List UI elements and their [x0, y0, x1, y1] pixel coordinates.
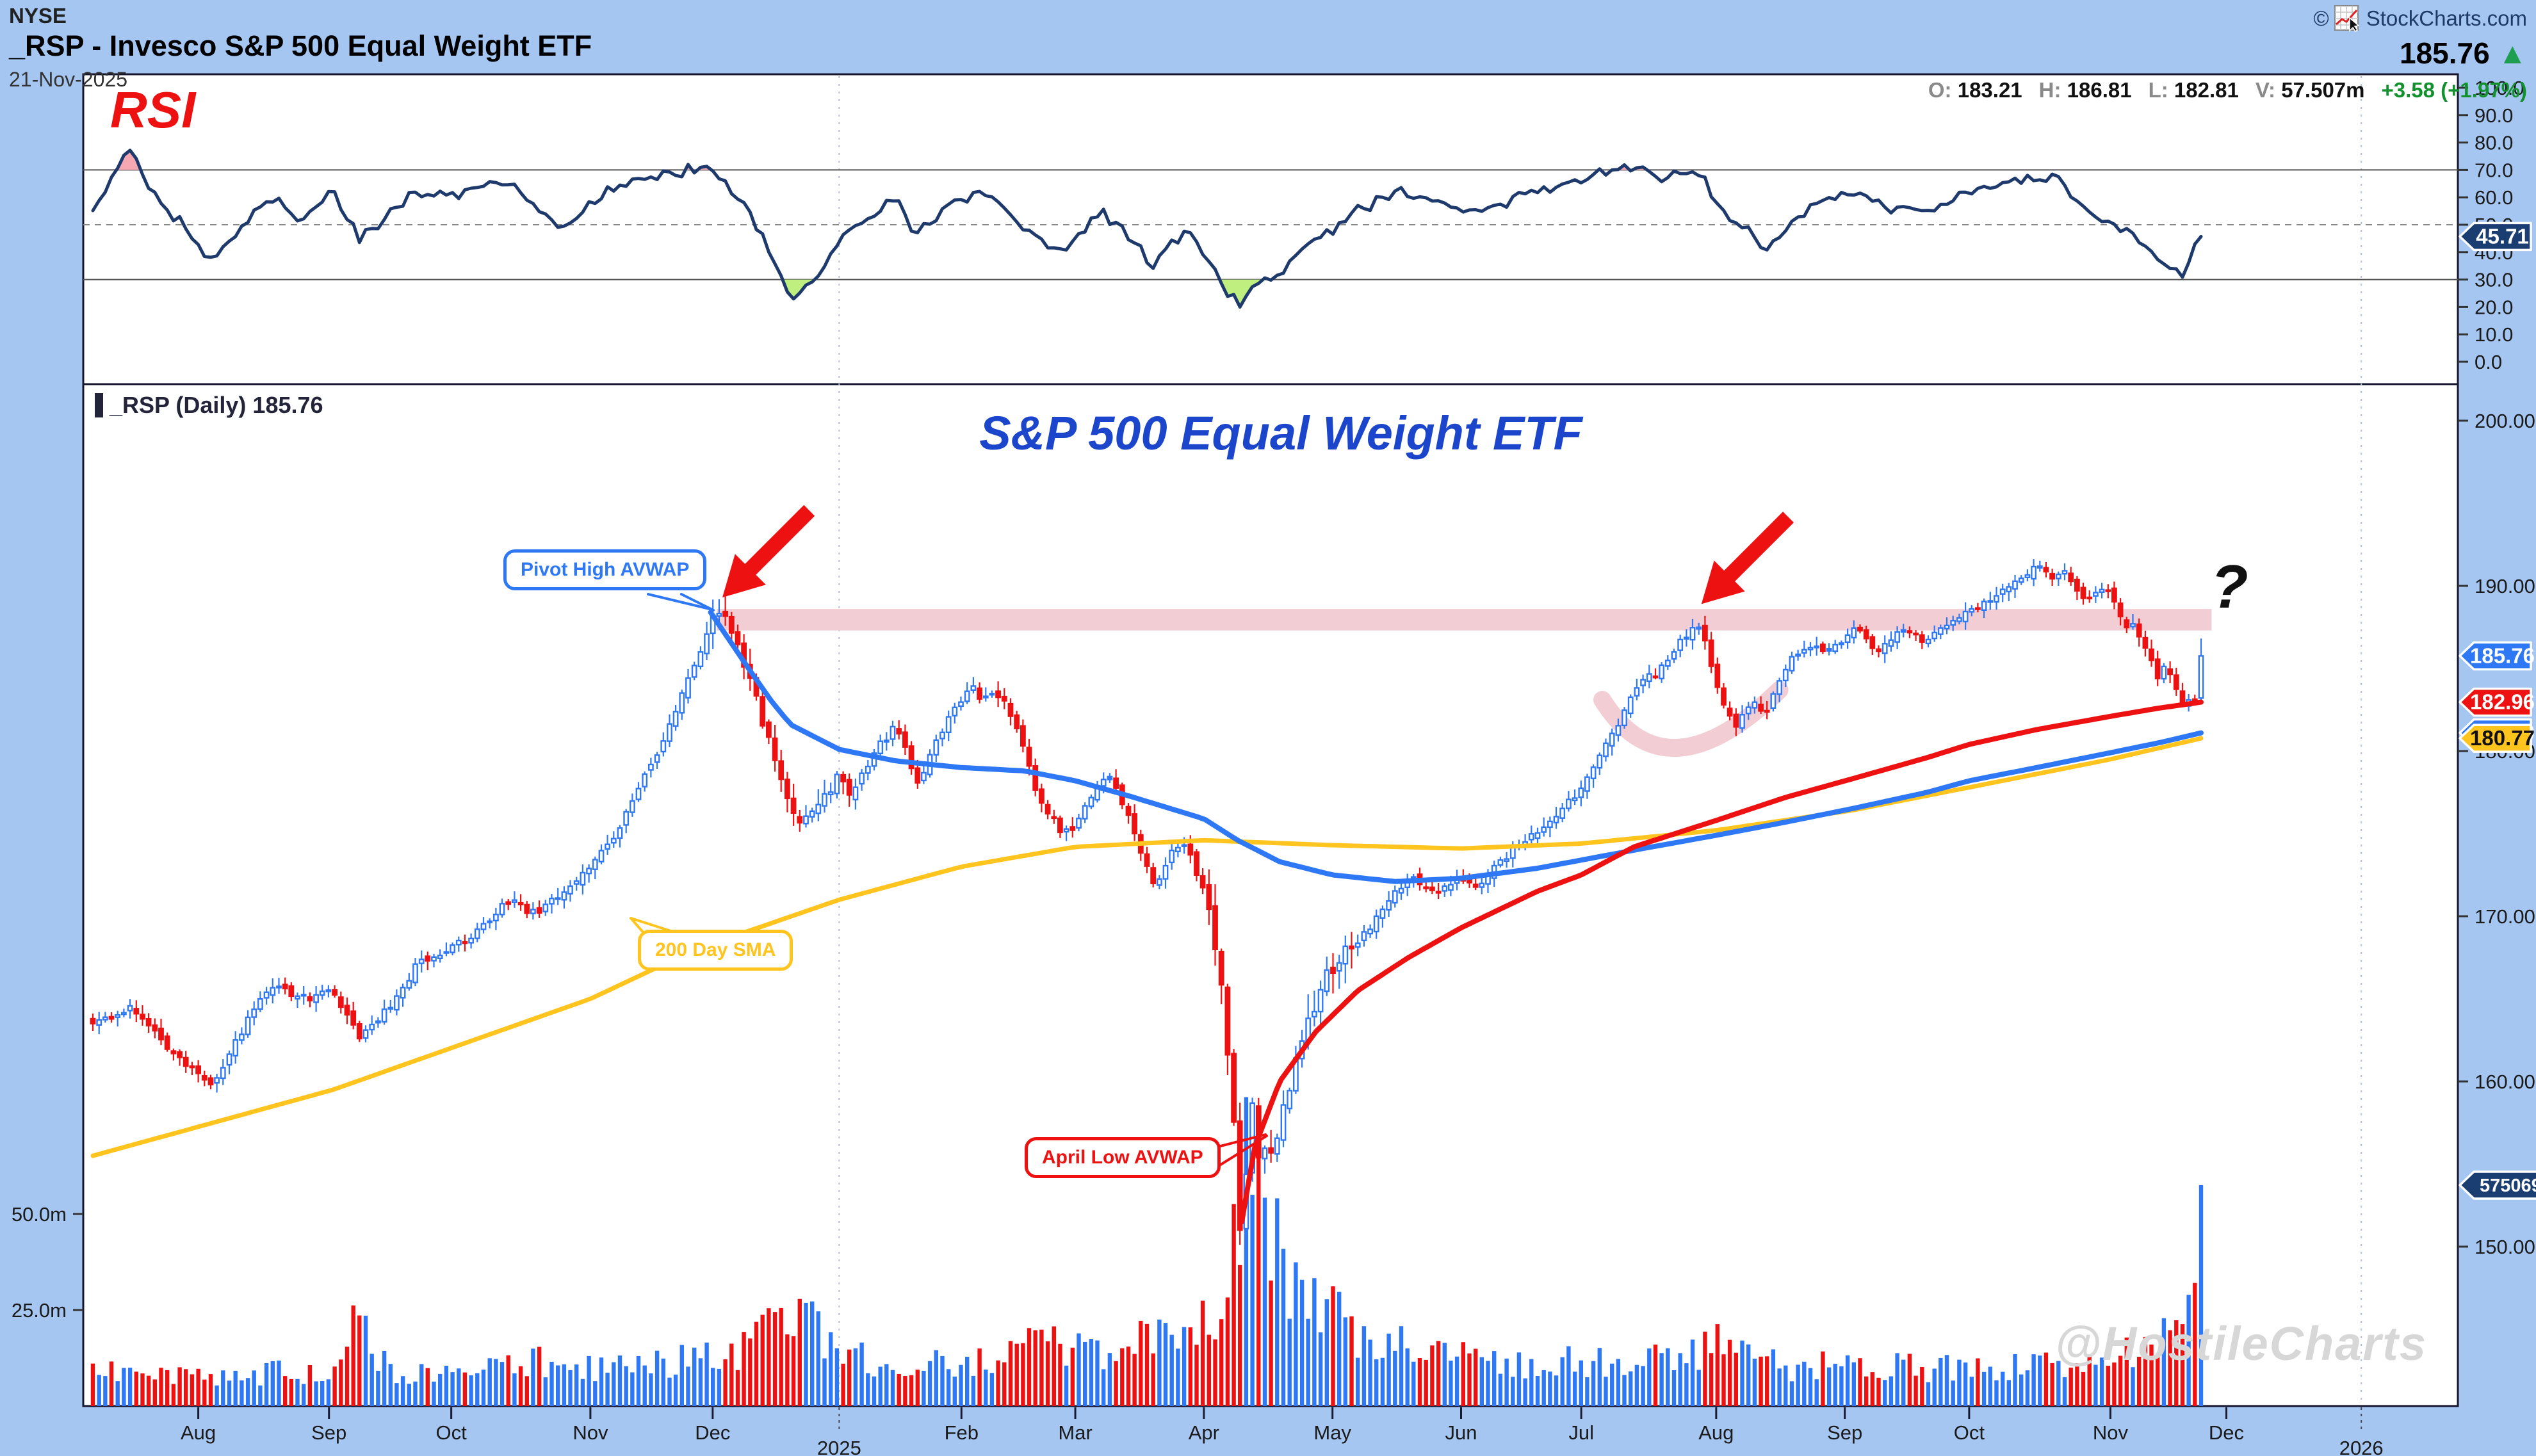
legend-bar-icon — [95, 393, 103, 417]
callout-200-day-sma: 200 Day SMA — [638, 930, 793, 971]
low-label: L: — [2148, 78, 2168, 102]
svg-text:Nov: Nov — [573, 1421, 608, 1444]
change-value: +3.58 (+1.97%) — [2381, 78, 2528, 102]
low-value: 182.81 — [2174, 78, 2239, 102]
svg-text:60.0: 60.0 — [2475, 186, 2513, 209]
rsi-axis: 100.090.080.070.060.050.040.030.020.010.… — [2458, 77, 2524, 373]
rsi-panel — [83, 149, 2458, 309]
chart-title: S&P 500 Equal Weight ETF — [979, 407, 1582, 460]
svg-text:182.96: 182.96 — [2470, 690, 2535, 714]
header-right: © StockCharts.com 185.76 ▲ O: 183.21 H: … — [1928, 5, 2527, 102]
svg-text:Apr: Apr — [1189, 1421, 1219, 1444]
down-arrow-icon — [722, 505, 815, 598]
svg-text:Nov: Nov — [2093, 1421, 2129, 1444]
x-axis: Aug Sep Oct Nov Dec Feb Mar Apr May Jun Jul Aug Sep O… — [181, 1407, 2384, 1456]
ohlc-row: O: 183.21 H: 186.81 L: 182.81 V: 57.507m… — [1928, 78, 2527, 102]
symbol-legend: _RSP (Daily) 185.76 — [95, 392, 323, 419]
volume-value-badge: 57506912.0 — [2459, 1170, 2536, 1200]
copyright-symbol: © — [2313, 6, 2329, 30]
copyright-row: © StockCharts.com — [1928, 5, 2527, 32]
rsi-line — [91, 149, 2203, 309]
callout-tails — [630, 593, 1268, 1169]
svg-text:Oct: Oct — [1954, 1421, 1985, 1444]
svg-text:70.0: 70.0 — [2475, 159, 2513, 181]
svg-text:Dec: Dec — [695, 1421, 730, 1444]
header-left: NYSE _RSP - Invesco S&P 500 Equal Weight… — [9, 4, 592, 92]
resistance-band — [717, 609, 2212, 631]
price-badge-185.76: 185.76 — [2459, 641, 2535, 671]
panel-backgrounds — [82, 73, 2459, 1407]
rsi-panel-label: RSI — [110, 81, 196, 138]
price-up-triangle-icon: ▲ — [2498, 36, 2527, 70]
svg-text:50.0m: 50.0m — [12, 1203, 67, 1225]
annotations-behind — [717, 609, 2212, 757]
callout-pivot-high-avwap: Pivot High AVWAP — [503, 549, 707, 590]
svg-text:Aug: Aug — [181, 1421, 216, 1444]
rsi-value-badge: 45.71 — [2459, 222, 2532, 252]
question-mark-annotation: ? — [2211, 553, 2248, 621]
svg-text:30.0: 30.0 — [2475, 269, 2513, 291]
svg-text:2026: 2026 — [2339, 1437, 2384, 1456]
svg-text:May: May — [1313, 1421, 1351, 1444]
open-value: 183.21 — [1957, 78, 2022, 102]
chart-date: 21-Nov-2025 — [9, 68, 127, 91]
svg-text:Jul: Jul — [1568, 1421, 1594, 1444]
down-arrow-icon — [1701, 512, 1794, 604]
svg-text:180.77: 180.77 — [2470, 726, 2535, 750]
svg-text:25.0m: 25.0m — [12, 1299, 67, 1322]
year-gridlines — [838, 76, 2362, 1405]
symbol-legend-text: _RSP (Daily) 185.76 — [110, 392, 323, 418]
red-arrows — [722, 505, 1794, 604]
svg-text:80.0: 80.0 — [2475, 132, 2513, 154]
stockcharts-logo-icon — [2334, 5, 2360, 32]
svg-text:Sep: Sep — [1827, 1421, 1862, 1444]
high-label: H: — [2038, 78, 2061, 102]
svg-text:Dec: Dec — [2209, 1421, 2244, 1444]
open-label: O: — [1928, 78, 1952, 102]
svg-text:90.0: 90.0 — [2475, 104, 2513, 127]
callout-april-low-avwap: April Low AVWAP — [1025, 1137, 1221, 1178]
brand-link[interactable]: StockCharts.com — [2366, 6, 2527, 30]
svg-text:Oct: Oct — [436, 1421, 467, 1444]
volume-bars — [90, 1097, 2204, 1406]
last-price-row: 185.76 ▲ — [1928, 36, 2527, 70]
cup-arc — [1593, 681, 1789, 757]
svg-text:2025: 2025 — [817, 1437, 861, 1456]
svg-text:200.00: 200.00 — [2475, 410, 2535, 432]
svg-text:10.0: 10.0 — [2475, 323, 2513, 346]
high-value: 186.81 — [2067, 78, 2132, 102]
svg-text:45.71: 45.71 — [2476, 224, 2529, 248]
price-badge-180.77: 180.77 — [2459, 724, 2535, 753]
exchange-label: NYSE — [9, 4, 67, 28]
svg-text:160.00: 160.00 — [2475, 1071, 2535, 1093]
svg-text:0.0: 0.0 — [2475, 351, 2502, 373]
svg-text:100.0: 100.0 — [2475, 77, 2524, 99]
svg-text:Aug: Aug — [1698, 1421, 1734, 1444]
svg-text:Jun: Jun — [1445, 1421, 1477, 1444]
volume-value: 57.507m — [2281, 78, 2365, 102]
overlay-april-low-avwap — [1239, 699, 2204, 1225]
price-badge-182.96: 182.96 — [2459, 687, 2535, 717]
watermark: @HostileCharts — [2054, 1317, 2427, 1370]
svg-text:57506912.0: 57506912.0 — [2480, 1176, 2536, 1196]
volume-label: V: — [2255, 78, 2276, 102]
overlay-pivot-high-avwap — [708, 610, 2204, 884]
svg-text:Sep: Sep — [311, 1421, 346, 1444]
rsi-oversold-fill — [782, 279, 1272, 307]
svg-text:Feb: Feb — [945, 1421, 979, 1444]
svg-text:Mar: Mar — [1058, 1421, 1092, 1444]
last-price: 185.76 — [2399, 36, 2490, 70]
svg-text:150.00: 150.00 — [2475, 1236, 2535, 1258]
svg-text:190.00: 190.00 — [2475, 575, 2535, 597]
overlay-lines — [90, 610, 2204, 1225]
svg-text:185.76: 185.76 — [2470, 643, 2535, 667]
volume-axis: 50.0m 25.0m — [12, 1203, 83, 1322]
svg-text:20.0: 20.0 — [2475, 296, 2513, 318]
svg-text:170.00: 170.00 — [2475, 905, 2535, 928]
symbol-title: _RSP - Invesco S&P 500 Equal Weight ETF — [9, 29, 592, 62]
